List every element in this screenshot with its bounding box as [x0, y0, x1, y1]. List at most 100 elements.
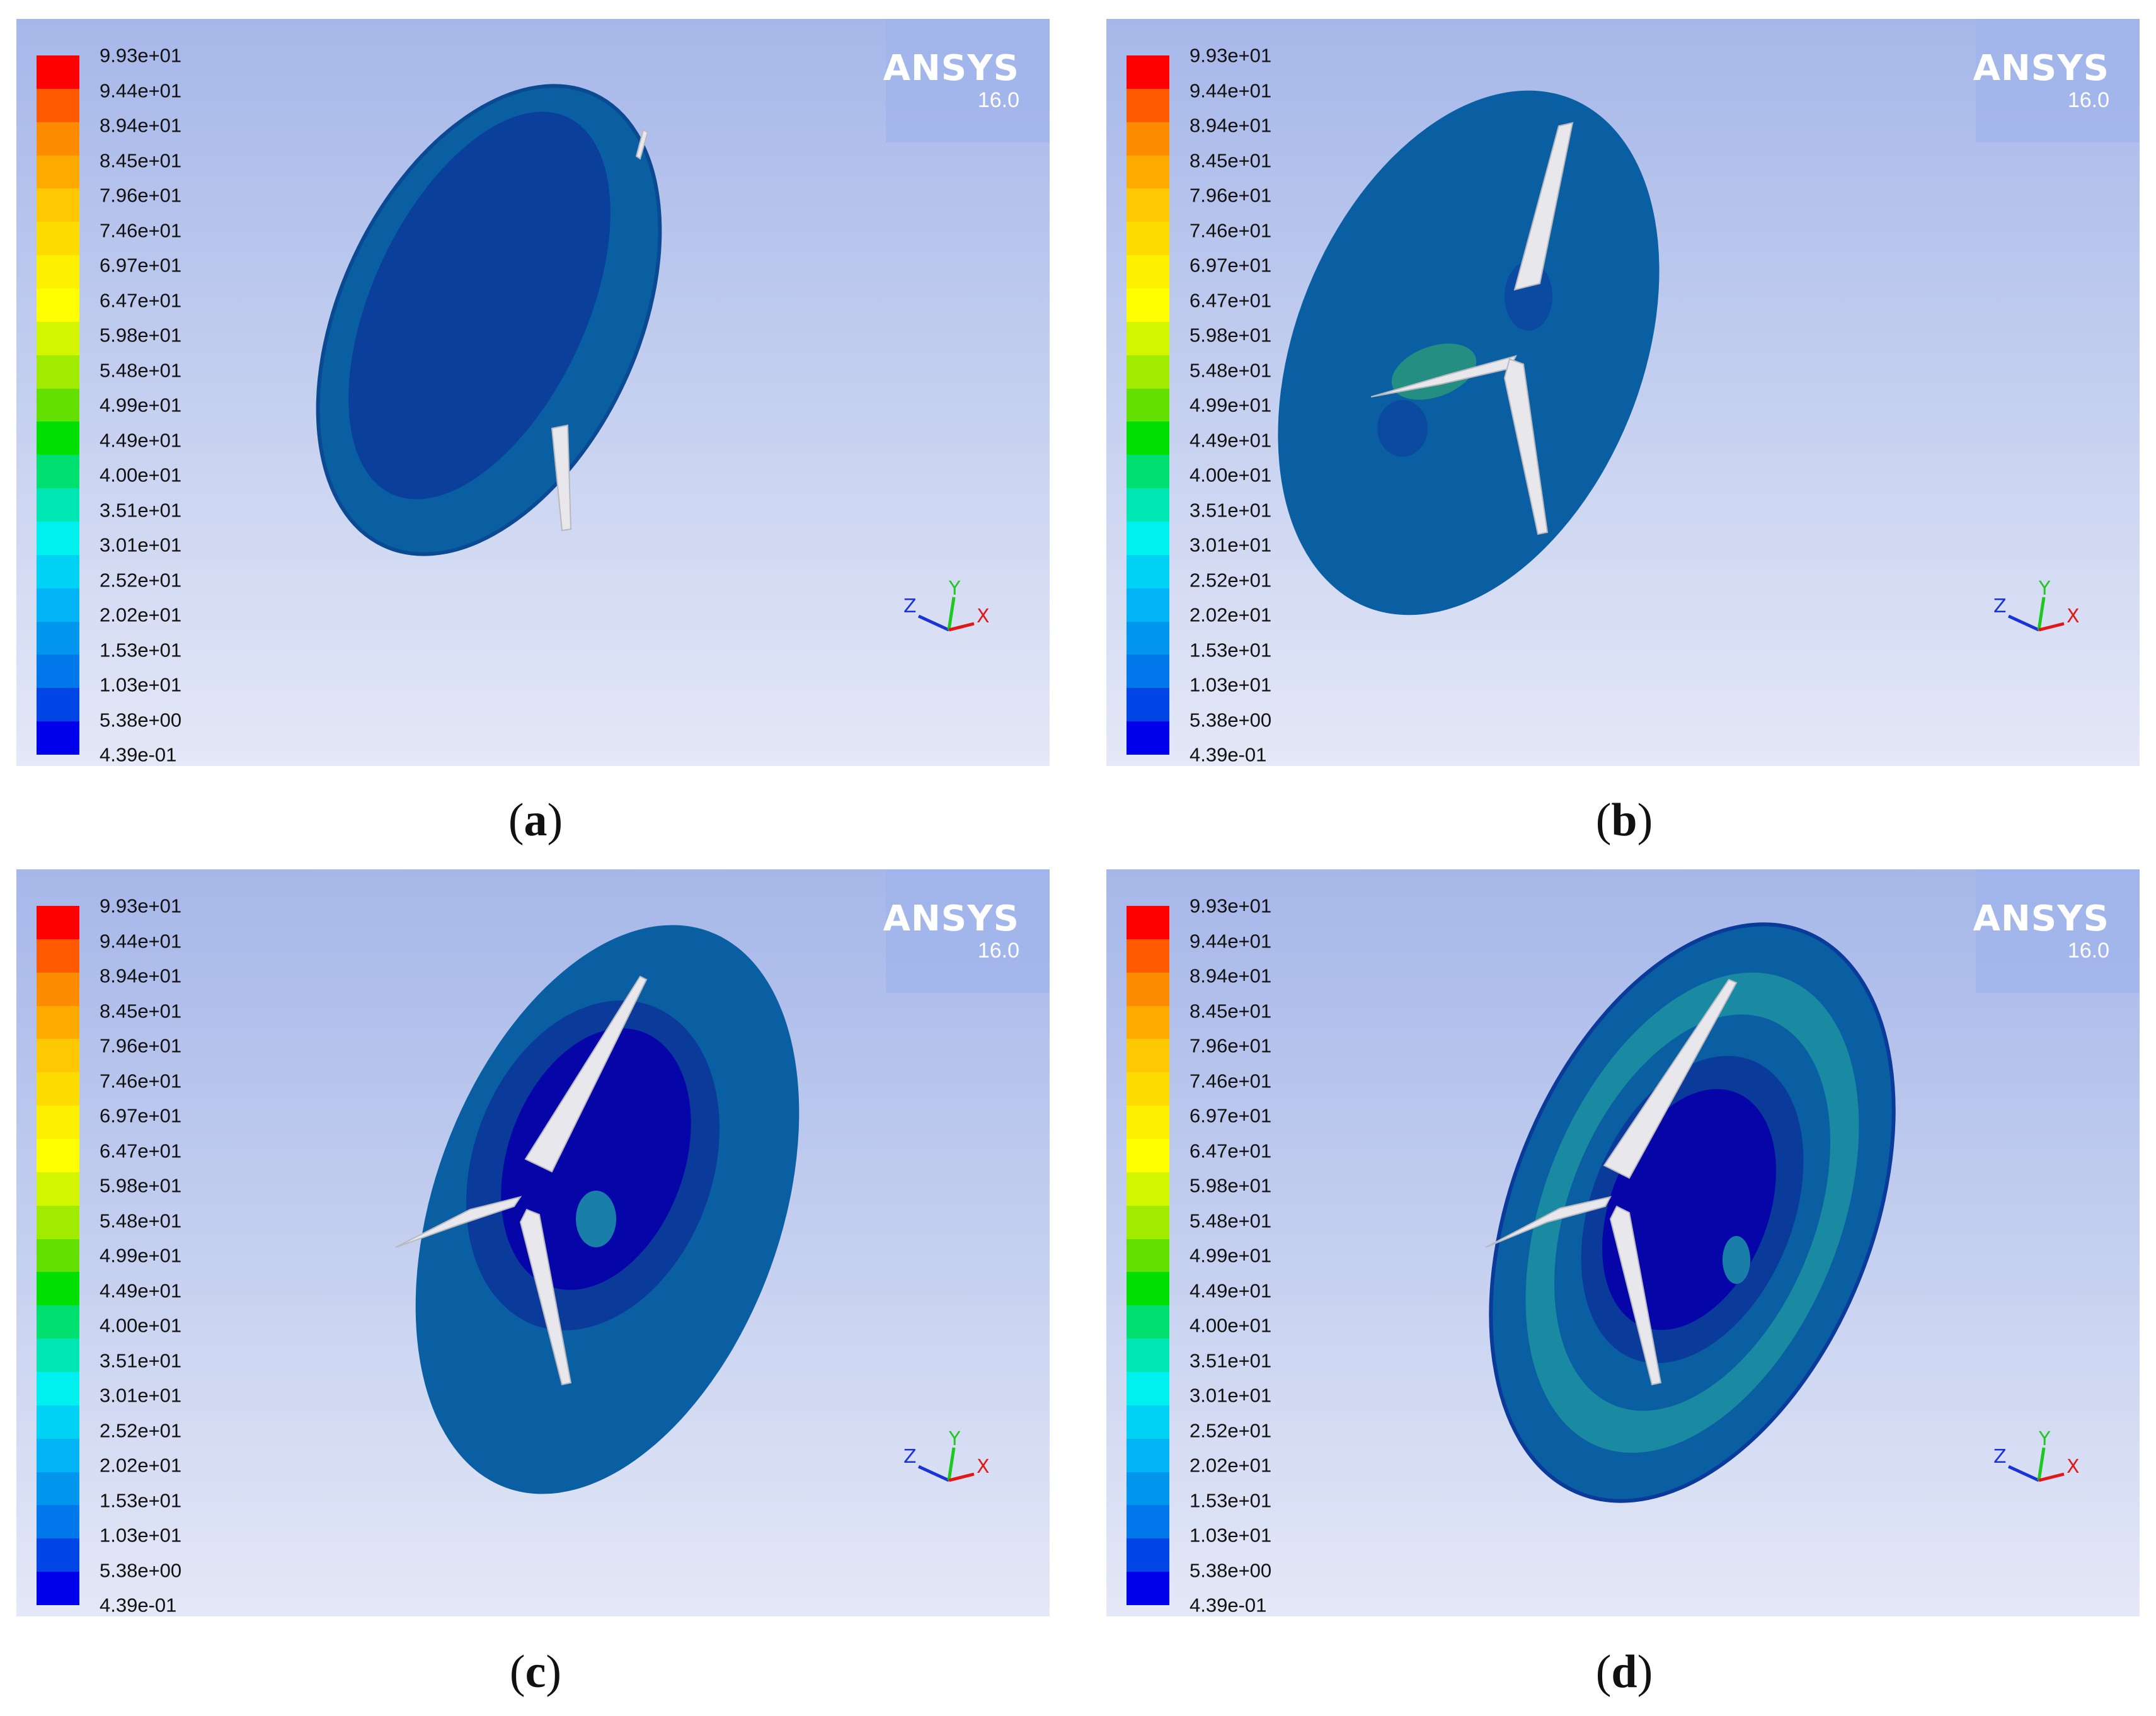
legend-swatch [1127, 972, 1169, 1006]
legend-swatch [37, 588, 79, 622]
legend-swatch [1127, 554, 1169, 588]
legend-tick-label: 5.38e+00 [1190, 709, 1272, 731]
legend-swatch [1127, 255, 1169, 289]
legend-tick-label: 9.93e+01 [1190, 895, 1272, 917]
legend-tick-label: 4.00e+01 [100, 1314, 182, 1337]
legend-swatch [1127, 721, 1169, 755]
legend-tick-label: 3.01e+01 [100, 534, 182, 556]
legend-swatch [1127, 1405, 1169, 1439]
rotor-contour-view: Z Y X [395, 925, 990, 1494]
legend-tick-label: 1.53e+01 [1190, 1489, 1272, 1511]
legend-swatch [37, 1305, 79, 1339]
axis-y-label: Y [948, 1428, 961, 1450]
legend-tick-label: 4.99e+01 [100, 394, 182, 416]
legend-swatch [37, 1505, 79, 1539]
legend-tick-label: 4.99e+01 [1190, 1244, 1272, 1267]
legend-tick-label: 3.01e+01 [1190, 1384, 1272, 1407]
legend-tick-label: 6.47e+01 [1190, 1140, 1272, 1162]
legend-tick-label: 5.38e+00 [100, 1559, 182, 1581]
legend-tick-label: 5.38e+00 [1190, 1559, 1272, 1581]
axis-z-label: Z [1993, 1446, 2007, 1468]
legend-tick-label: 4.00e+01 [1190, 464, 1272, 486]
legend-tick-label: 4.00e+01 [100, 464, 182, 486]
legend-tick-label: 3.51e+01 [100, 1349, 182, 1371]
ansys-logo: ANSYS 16.0 [883, 19, 1050, 142]
ansys-version: 16.0 [977, 939, 1019, 963]
legend-swatch [37, 1106, 79, 1140]
legend-swatch [37, 721, 79, 755]
legend-swatch [37, 321, 79, 355]
legend-swatch [37, 1039, 79, 1073]
contour-panel-b: Z Y X 9.93e+01 9.44e+01 8.94e+01 8.45e+01 7.… [1106, 19, 2140, 766]
legend-swatch [37, 122, 79, 156]
legend-tick-label: 2.02e+01 [100, 1454, 182, 1477]
legend-tick-label: 4.39e-01 [100, 743, 177, 766]
legend-swatch [37, 355, 79, 389]
panel-caption-c: (c) [509, 1646, 562, 1698]
color-legend-bar [37, 906, 79, 1606]
legend-tick-label: 5.48e+01 [100, 1210, 182, 1232]
axis-triad: Z Y X [1993, 1428, 2080, 1482]
legend-swatch [1127, 88, 1169, 122]
legend-tick-label: 9.93e+01 [1190, 44, 1272, 67]
color-legend-labels: 9.93e+01 9.44e+01 8.94e+01 8.45e+01 7.96e+01… [1190, 46, 1353, 765]
axis-x-label: X [977, 605, 990, 627]
legend-swatch [1127, 1106, 1169, 1140]
legend-tick-label: 7.46e+01 [100, 219, 182, 241]
color-legend-labels: 9.93e+01 9.44e+01 8.94e+01 8.45e+01 7.96e+01… [1190, 896, 1353, 1615]
ansys-logo-text: ANSYS [1973, 48, 2109, 89]
legend-tick-label: 8.45e+01 [1190, 149, 1272, 171]
legend-tick-label: 9.44e+01 [100, 930, 182, 952]
legend-swatch [37, 1405, 79, 1439]
legend-swatch [37, 554, 79, 588]
legend-swatch [37, 421, 79, 455]
color-legend-labels: 9.93e+01 9.44e+01 8.94e+01 8.45e+01 7.96e+01… [100, 896, 263, 1615]
legend-swatch [37, 1172, 79, 1206]
ansys-version: 16.0 [2067, 939, 2109, 963]
legend-swatch [37, 188, 79, 222]
legend-swatch [1127, 155, 1169, 189]
legend-swatch [1127, 122, 1169, 156]
legend-tick-label: 4.49e+01 [1190, 1279, 1272, 1301]
legend-swatch [1127, 939, 1169, 973]
legend-swatch [37, 621, 79, 655]
legend-swatch [1127, 522, 1169, 555]
legend-tick-label: 4.49e+01 [1190, 429, 1272, 451]
rotor-contour-view: Z Y X [1278, 90, 2080, 632]
legend-swatch [37, 688, 79, 722]
legend-tick-label: 7.96e+01 [1190, 184, 1272, 207]
legend-swatch [37, 1205, 79, 1239]
legend-swatch [1127, 1139, 1169, 1172]
legend-swatch [37, 55, 79, 89]
legend-tick-label: 4.99e+01 [100, 1244, 182, 1267]
legend-tick-label: 3.01e+01 [100, 1384, 182, 1407]
contour-panel-a: Z Y X 9.93e+01 9.44e+01 8.94e+01 8.45e+01 7.… [16, 19, 1050, 766]
legend-tick-label: 6.47e+01 [100, 289, 182, 311]
legend-swatch [1127, 1572, 1169, 1606]
legend-tick-label: 8.94e+01 [100, 964, 182, 987]
axis-y-label: Y [948, 578, 961, 600]
core-hotspot [1723, 1236, 1750, 1284]
legend-swatch [1127, 1238, 1169, 1273]
legend-swatch [37, 1005, 79, 1039]
legend-tick-label: 4.00e+01 [1190, 1314, 1272, 1337]
legend-tick-label: 9.44e+01 [1190, 79, 1272, 101]
axis-y-label: Y [2038, 578, 2051, 600]
panel-caption-b: (b) [1595, 794, 1653, 846]
legend-tick-label: 1.53e+01 [100, 639, 182, 661]
color-legend-labels: 9.93e+01 9.44e+01 8.94e+01 8.45e+01 7.96e+01… [100, 46, 263, 765]
axis-y-label: Y [2038, 1428, 2051, 1450]
legend-tick-label: 2.52e+01 [100, 569, 182, 591]
legend-tick-label: 3.51e+01 [1190, 1349, 1272, 1371]
axis-z-label: Z [903, 1446, 917, 1468]
legend-swatch [1127, 1272, 1169, 1306]
legend-tick-label: 5.48e+01 [1190, 359, 1272, 381]
axis-triad: Z Y X [1993, 578, 2080, 632]
legend-tick-label: 6.97e+01 [100, 254, 182, 277]
legend-tick-label: 6.97e+01 [100, 1104, 182, 1127]
turbine-blade [1485, 1196, 1612, 1248]
legend-swatch [37, 1238, 79, 1273]
ansys-logo: ANSYS 16.0 [1973, 19, 2140, 142]
turbine-blade [1603, 978, 1738, 1179]
axis-x-label: X [2067, 605, 2080, 627]
